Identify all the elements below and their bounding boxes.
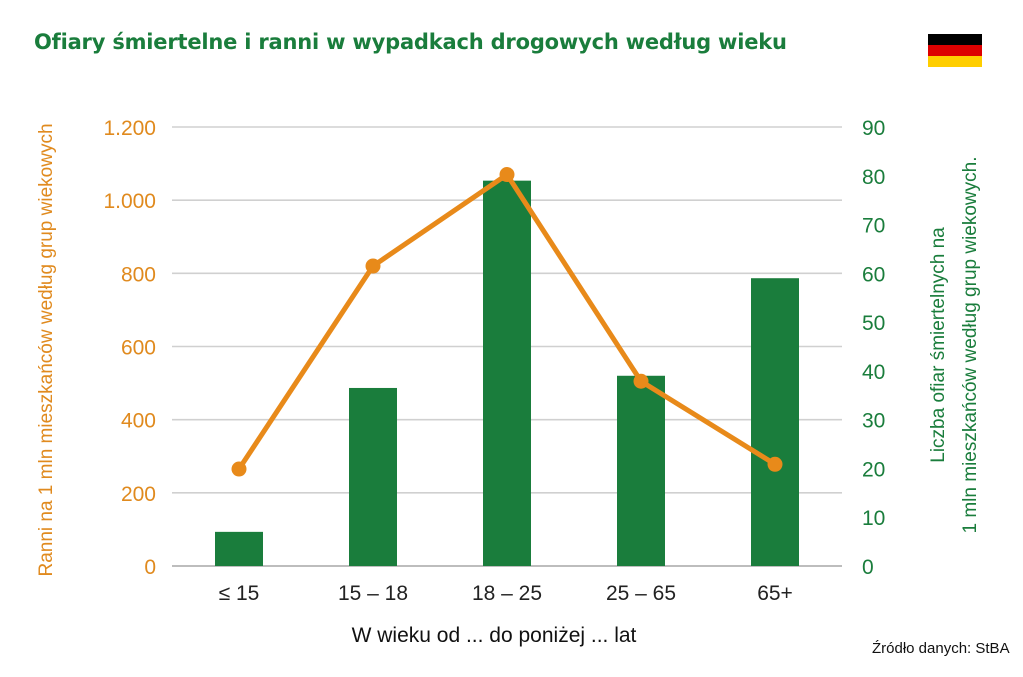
right-tick-label: 50	[862, 312, 885, 335]
left-tick-label: 1.000	[103, 190, 156, 213]
line-point	[231, 461, 247, 477]
right-tick-label: 30	[862, 410, 885, 433]
line-point	[499, 167, 515, 183]
flag-stripe-gold	[928, 56, 982, 67]
flag-stripe-red	[928, 45, 982, 56]
right-tick-label: 0	[862, 556, 874, 579]
x-axis-label: W wieku od ... do poniżej ... lat	[352, 624, 637, 647]
right-tick-label: 40	[862, 361, 885, 384]
bar	[617, 375, 665, 566]
line-series	[231, 167, 783, 477]
x-tick-label: 65+	[757, 582, 793, 605]
right-tick-label: 60	[862, 263, 885, 286]
line-point	[633, 373, 649, 389]
x-tick-label: 15 – 18	[338, 582, 408, 605]
bar	[751, 278, 799, 566]
chart-title: Ofiary śmiertelne i ranni w wypadkach dr…	[34, 30, 787, 54]
x-tick-label: 18 – 25	[472, 582, 542, 605]
right-axis-label-line-2: 1 mln mieszkańców według grup wiekowych.	[960, 157, 981, 534]
left-tick-label: 1.200	[103, 117, 156, 140]
flag-stripe-black	[928, 34, 982, 45]
source-note: Źródło danych: StBA	[872, 640, 1010, 657]
x-tick-label: ≤ 15	[219, 582, 260, 605]
left-tick-label: 600	[121, 337, 156, 360]
line-point	[365, 258, 381, 274]
left-tick-label: 200	[121, 483, 156, 506]
right-axis-label-line-1: Liczba ofiar śmiertelnych na	[928, 227, 949, 463]
line-point	[767, 456, 783, 472]
bar	[483, 180, 531, 566]
germany-flag-icon	[928, 34, 982, 67]
x-tick-label: 25 – 65	[606, 582, 676, 605]
left-axis-label: Ranni na 1 mln mieszkańców według grup w…	[36, 123, 57, 576]
right-tick-label: 90	[862, 117, 885, 140]
right-tick-label: 80	[862, 166, 885, 189]
right-tick-label: 10	[862, 507, 885, 530]
bar-series	[215, 180, 799, 566]
bar	[349, 387, 397, 566]
right-tick-label: 70	[862, 215, 885, 238]
left-tick-label: 800	[121, 263, 156, 286]
right-tick-label: 20	[862, 458, 885, 481]
x-axis-ticks: ≤ 15 15 – 18 18 – 25 25 – 65 65+	[219, 582, 793, 605]
left-tick-label: 400	[121, 410, 156, 433]
right-axis-ticks: 0 10 20 30 40 50 60 70 80 90	[862, 117, 885, 579]
bar	[215, 531, 263, 566]
left-tick-label: 0	[144, 556, 156, 579]
left-axis-ticks: 0 200 400 600 800 1.000 1.200	[103, 117, 156, 579]
